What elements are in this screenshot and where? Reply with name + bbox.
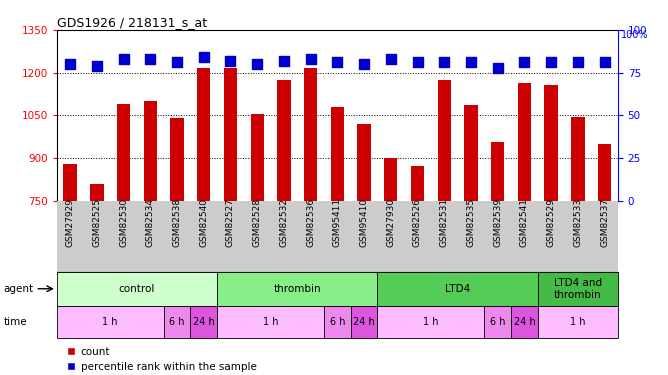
Bar (164, 306, 190, 338)
Point (572, 59, 583, 65)
Text: 24 h: 24 h (193, 316, 214, 327)
Text: 1 h: 1 h (570, 316, 586, 327)
Bar (224, 68, 237, 201)
Bar (464, 105, 478, 201)
Bar (384, 158, 397, 201)
Text: LTD4: LTD4 (445, 284, 470, 294)
Point (252, 61, 263, 67)
Point (172, 59, 182, 65)
Point (546, 59, 556, 65)
Point (385, 56, 396, 62)
Point (412, 59, 423, 65)
Point (439, 59, 450, 65)
Point (118, 56, 129, 62)
Bar (250, 114, 264, 201)
Point (305, 56, 316, 62)
Point (65, 61, 75, 67)
Point (466, 59, 476, 65)
Text: control: control (119, 284, 155, 294)
Text: 1 h: 1 h (263, 316, 279, 327)
Text: thrombin: thrombin (273, 284, 321, 294)
Bar (544, 86, 558, 201)
Text: 1 h: 1 h (102, 316, 118, 327)
Point (519, 59, 530, 65)
Text: 6 h: 6 h (329, 316, 345, 327)
Bar (538, 272, 618, 306)
Bar (571, 117, 584, 201)
Point (599, 59, 610, 65)
Bar (324, 306, 351, 338)
Text: 24 h: 24 h (353, 316, 375, 327)
Text: 100%: 100% (621, 30, 649, 40)
Point (225, 58, 236, 64)
Point (332, 59, 343, 65)
Text: 24 h: 24 h (514, 316, 535, 327)
Bar (377, 306, 484, 338)
Bar (351, 306, 377, 338)
Bar (90, 183, 104, 201)
Bar (518, 82, 531, 201)
Text: 6 h: 6 h (169, 316, 185, 327)
Bar (217, 272, 377, 306)
Bar (217, 306, 324, 338)
Point (279, 58, 289, 64)
Bar (331, 107, 344, 201)
Bar (277, 80, 291, 201)
Text: GDS1926 / 218131_s_at: GDS1926 / 218131_s_at (57, 16, 207, 29)
Bar (484, 306, 511, 338)
Bar (170, 118, 184, 201)
Bar (57, 306, 164, 338)
Bar (144, 101, 157, 201)
Text: 6 h: 6 h (490, 316, 506, 327)
Bar (411, 166, 424, 201)
Point (359, 61, 369, 67)
Legend: count, percentile rank within the sample: count, percentile rank within the sample (62, 343, 261, 375)
Text: 1 h: 1 h (423, 316, 439, 327)
Text: LTD4 and
thrombin: LTD4 and thrombin (554, 278, 602, 300)
Bar (357, 124, 371, 201)
Bar (598, 144, 611, 201)
Point (492, 64, 503, 70)
Point (92, 63, 102, 69)
Bar (57, 272, 217, 306)
Bar (377, 272, 538, 306)
Bar (117, 104, 130, 201)
Bar (63, 164, 77, 201)
Point (145, 56, 156, 62)
Bar (538, 306, 618, 338)
Bar (304, 68, 317, 201)
Bar (438, 80, 451, 201)
Bar (511, 306, 538, 338)
Point (198, 54, 209, 60)
Text: agent: agent (3, 284, 33, 294)
Bar (190, 306, 217, 338)
Bar (491, 142, 504, 201)
Bar (197, 68, 210, 201)
Text: time: time (3, 316, 27, 327)
